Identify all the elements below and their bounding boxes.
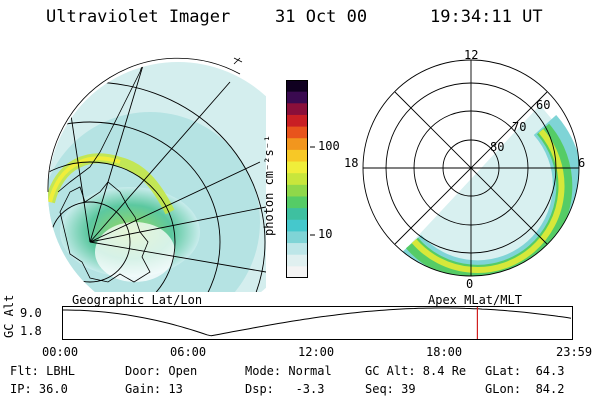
altitude-xtick-1800: 18:00 — [426, 345, 463, 359]
altitude-xtick-2359: 23:59 — [556, 345, 593, 359]
altitude-plot-frame — [62, 306, 573, 340]
polar-grid — [362, 59, 580, 277]
time-label: 19:34:11 UT — [430, 7, 543, 27]
geographic-caption: Geographic Lat/Lon — [72, 293, 203, 307]
mlat-label-60: 60 — [536, 98, 550, 112]
altitude-xtick-1200: 12:00 — [298, 345, 335, 359]
colorbar-segment — [286, 80, 308, 93]
altitude-curve — [63, 307, 572, 337]
colorbar — [286, 80, 308, 278]
coastline — [59, 181, 151, 283]
colorbar-axis: 100 10 — [310, 72, 350, 287]
colorbar-segment — [286, 196, 308, 209]
colorbar-segment — [286, 173, 308, 186]
magnetic-polar-plot: 12 18 6 0 60 70 80 — [344, 48, 585, 290]
altitude-ytick-high: 9.0 — [20, 306, 42, 320]
altitude-xtick-0000: 00:00 — [42, 345, 79, 359]
colorbar-unit-label: photon cm⁻²s⁻¹ — [262, 134, 276, 236]
altitude-ylabel: GC Alt — [2, 294, 16, 338]
auroral-oval-peak — [411, 129, 565, 273]
status-door: Door: Open — [125, 364, 198, 378]
coastline-north — [57, 62, 151, 193]
polar-cap-dim — [95, 222, 175, 282]
colorbar-segment — [286, 208, 308, 221]
colorbar-segment — [286, 161, 308, 174]
status-gc-alt: GC Alt: 8.4 Re — [365, 364, 467, 378]
earth-limb — [47, 57, 241, 193]
status-mode: Mode: Normal — [245, 364, 332, 378]
mlt-label-12: 12 — [464, 48, 478, 62]
limb-marker — [233, 57, 243, 65]
colorbar-segment — [286, 184, 308, 197]
status-glon: GLon: 84.2 — [485, 382, 565, 396]
status-glat: GLat: 64.3 — [485, 364, 565, 378]
colorbar-segment — [286, 231, 308, 244]
colorbar-segment — [286, 138, 308, 151]
colorbar-segment — [286, 91, 308, 104]
colorbar-segment — [286, 114, 308, 128]
mlt-label-6: 6 — [578, 156, 585, 170]
colorbar-segment — [286, 126, 308, 139]
colorbar-segment — [286, 266, 308, 278]
status-filter: Flt: LBHL — [10, 364, 76, 378]
status-ip: IP: 36.0 — [10, 382, 68, 396]
mlat-label-70: 70 — [512, 120, 526, 134]
lat-lon-grid — [48, 62, 266, 292]
colorbar-segment — [286, 149, 308, 163]
mlt-label-0: 0 — [466, 277, 473, 290]
auroral-arc-bright — [48, 156, 121, 203]
altitude-ytick-low: 1.8 — [20, 324, 42, 338]
colorbar-tick-100: 100 — [318, 139, 340, 153]
status-gain: Gain: 13 — [125, 382, 183, 396]
status-dsp: Dsp: -3.3 — [245, 382, 325, 396]
magnetic-caption: Apex MLat/MLT — [428, 293, 522, 307]
date-label: 31 Oct 00 — [275, 7, 368, 27]
colorbar-segment — [286, 103, 308, 116]
colorbar-tick-10: 10 — [318, 227, 333, 241]
altitude-plot — [62, 306, 573, 340]
colorbar-segment — [286, 254, 308, 267]
colorbar-segment — [286, 243, 308, 256]
geographic-auroral-image — [47, 57, 266, 292]
mlt-label-18: 18 — [344, 156, 358, 170]
status-seq: Seq: 39 — [365, 382, 416, 396]
instrument-title: Ultraviolet Imager — [46, 7, 231, 27]
colorbar-segment — [286, 219, 308, 232]
altitude-xtick-0600: 06:00 — [170, 345, 207, 359]
mlat-label-80: 80 — [490, 140, 504, 154]
